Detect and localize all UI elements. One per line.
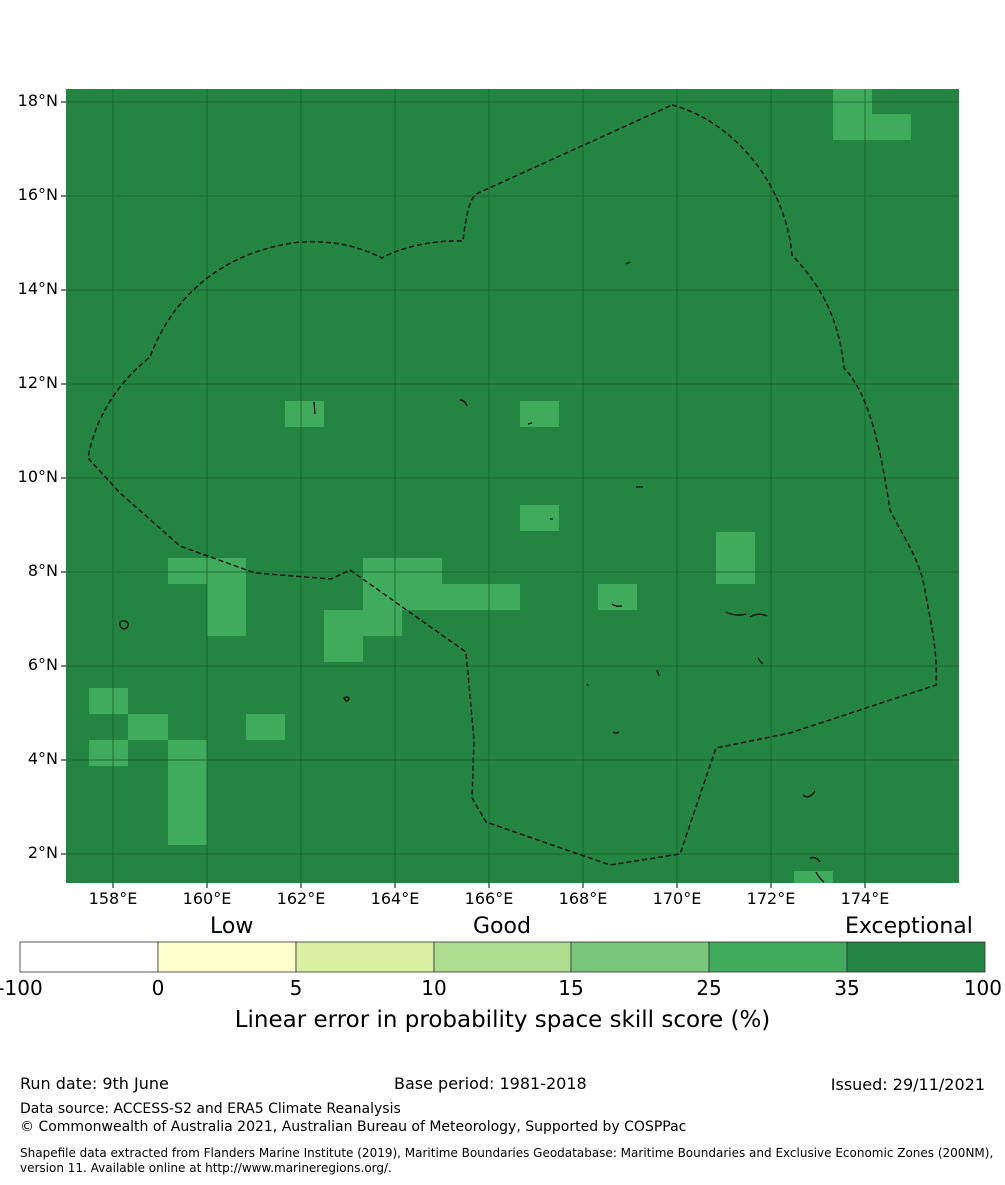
- colorbar-segment: [19, 941, 159, 973]
- grid-cell: [833, 114, 911, 140]
- colorbar-segment: [846, 941, 986, 973]
- grid-cell: [207, 584, 246, 636]
- lon-label: 160°E: [182, 889, 232, 908]
- lon-label: 166°E: [464, 889, 514, 908]
- lon-label: 164°E: [370, 889, 420, 908]
- colorbar-segment: [295, 941, 435, 973]
- grid-cell: [89, 688, 128, 714]
- grid-cell: [285, 401, 324, 427]
- lon-label: 172°E: [746, 889, 796, 908]
- eez-boundary: [87, 104, 937, 866]
- colorbar-tick: 15: [558, 976, 584, 1000]
- colorbar-tick: 100: [963, 976, 1002, 1000]
- lon-label: 158°E: [88, 889, 138, 908]
- colorbar-segment: [433, 941, 572, 973]
- lat-label: 12°N: [17, 373, 58, 392]
- lat-label: 16°N: [17, 185, 58, 204]
- grid-cell: [246, 714, 285, 740]
- copyright-notice: © Commonwealth of Australia 2021, Austra…: [20, 1119, 687, 1135]
- lon-label: 162°E: [276, 889, 326, 908]
- lat-label: 8°N: [27, 561, 58, 580]
- grid-cell: [363, 558, 442, 584]
- quality-low-label: Low: [210, 914, 254, 939]
- grid-cell: [794, 871, 833, 883]
- colorbar-tick: 0: [151, 976, 165, 1000]
- grid-cell: [324, 636, 363, 662]
- base-period: Base period: 1981-2018: [394, 1074, 587, 1093]
- colorbar-segment: [708, 941, 848, 973]
- shapefile-attribution: Shapefile data extracted from Flanders M…: [20, 1146, 994, 1175]
- quality-good-label: Good: [473, 914, 531, 939]
- lat-label: 2°N: [27, 843, 58, 862]
- colorbar-tick: -100: [0, 976, 43, 1000]
- quality-exceptional-label: Exceptional: [845, 914, 973, 939]
- lat-label: 4°N: [27, 749, 58, 768]
- grid-cell: [520, 401, 559, 427]
- grid-cell: [363, 584, 520, 610]
- colorbar-tick: 25: [696, 976, 722, 1000]
- colorbar-segment: [570, 941, 710, 973]
- islands: [119, 261, 825, 883]
- colorbar-title: Linear error in probability space skill …: [234, 1007, 771, 1033]
- grid-cell: [324, 610, 402, 636]
- lat-label: 10°N: [17, 467, 58, 486]
- grid-cell: [89, 740, 128, 766]
- grid-cell: [168, 740, 207, 845]
- issued-date: Issued: 29/11/2021: [830, 1075, 985, 1094]
- lon-label: 168°E: [558, 889, 608, 908]
- tick-marks: [61, 101, 866, 888]
- grid-cell: [128, 714, 168, 740]
- colorbar-tick: 35: [834, 976, 860, 1000]
- colorbar-segment: [157, 941, 297, 973]
- colorbar-tick: 5: [289, 976, 303, 1000]
- lon-label: 174°E: [840, 889, 890, 908]
- run-date: Run date: 9th June: [20, 1074, 169, 1093]
- grid-cell: [520, 505, 559, 531]
- gridlines: [66, 89, 959, 883]
- map-background: [66, 89, 959, 883]
- grid-cell: [716, 532, 755, 584]
- colorbar-tick: 10: [421, 976, 447, 1000]
- lon-label: 170°E: [652, 889, 702, 908]
- data-source: Data source: ACCESS-S2 and ERA5 Climate …: [20, 1101, 401, 1117]
- colorbar: [19, 941, 986, 973]
- lat-label: 14°N: [17, 279, 58, 298]
- lat-label: 18°N: [17, 91, 58, 110]
- lat-label: 6°N: [27, 655, 58, 674]
